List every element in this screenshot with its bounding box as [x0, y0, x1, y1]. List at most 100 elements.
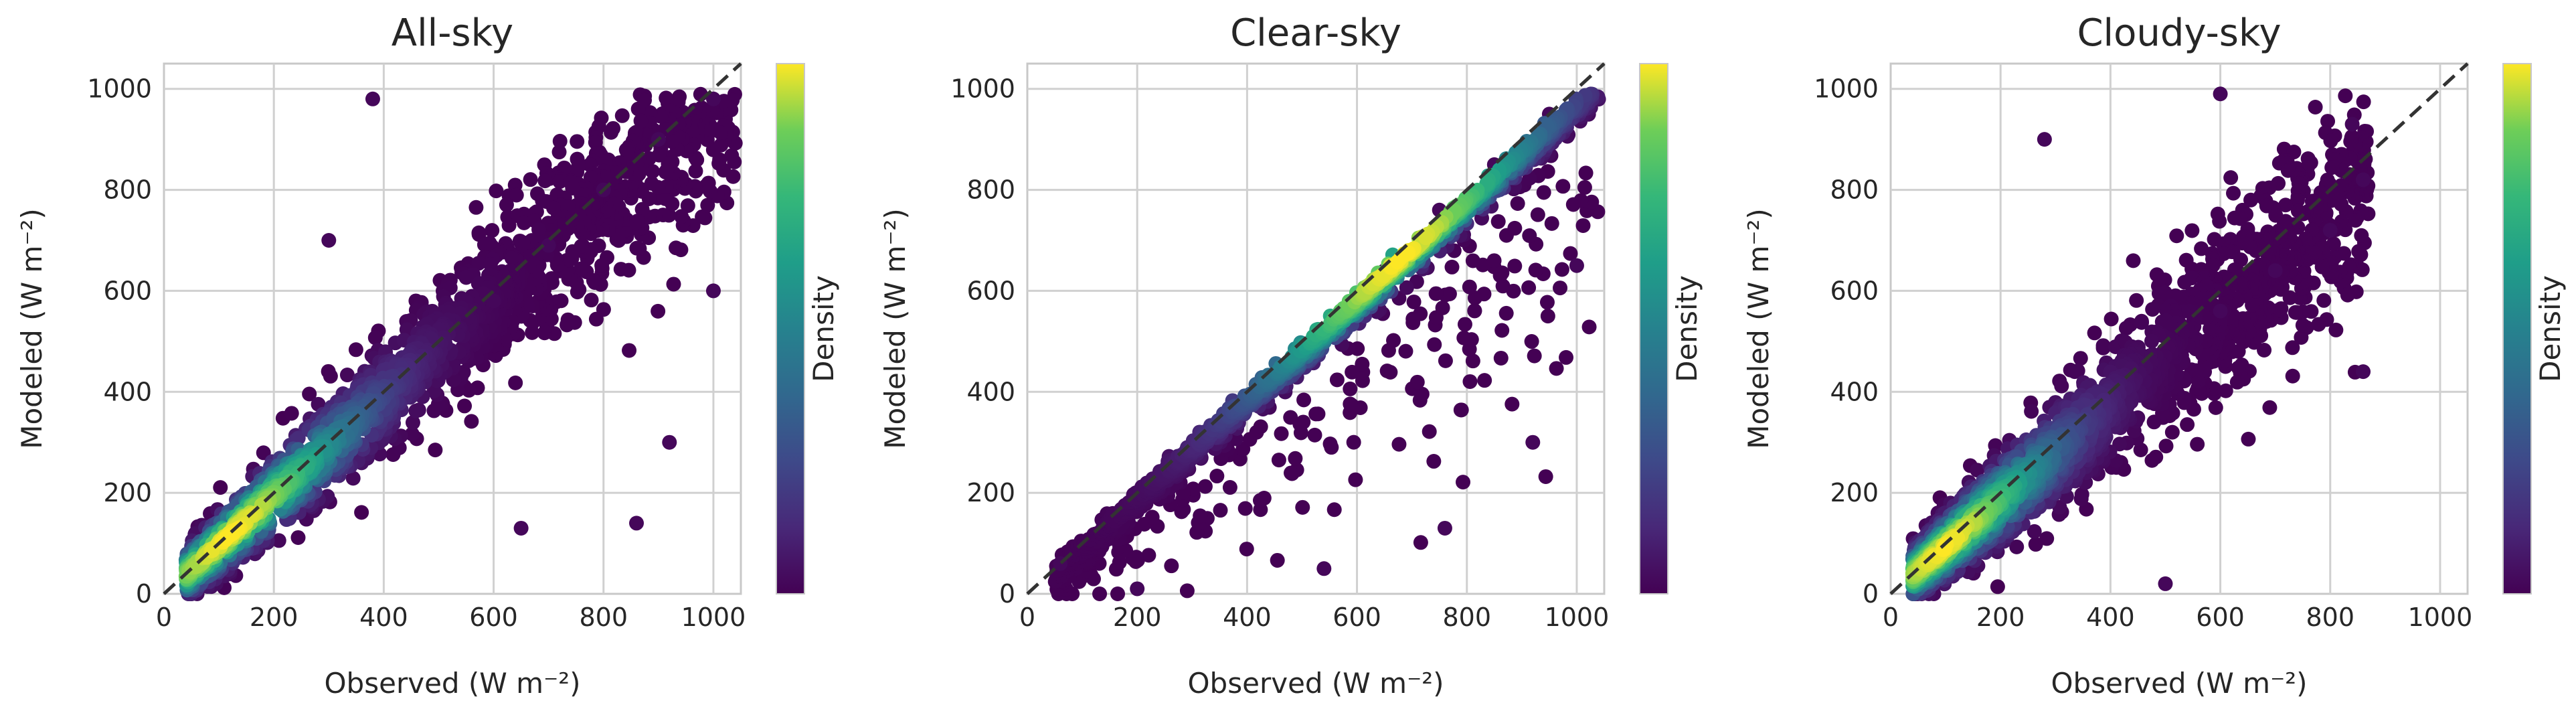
x-tick-label: 800 — [1442, 603, 1491, 632]
data-point — [1462, 279, 1477, 295]
y-tick-label: 1000 — [87, 74, 152, 104]
data-point — [2326, 236, 2341, 252]
data-point — [705, 283, 721, 299]
data-point — [1990, 579, 2005, 595]
data-point — [1467, 291, 1482, 306]
data-point — [323, 368, 338, 384]
data-point — [1438, 353, 1453, 368]
data-point — [666, 276, 681, 292]
data-point — [1284, 465, 1299, 481]
data-point — [2356, 364, 2371, 380]
y-tick-label: 0 — [136, 579, 152, 609]
data-point — [486, 293, 501, 309]
x-tick-label: 200 — [250, 603, 298, 632]
y-tick-label: 0 — [1863, 579, 1879, 609]
y-tick-label: 400 — [1830, 377, 1879, 406]
data-point — [457, 398, 473, 414]
data-point — [662, 434, 677, 450]
colorbar-label: Density — [1670, 275, 1703, 382]
data-point — [1453, 402, 1468, 418]
data-point — [1477, 373, 1492, 388]
data-point — [1581, 319, 1597, 335]
data-point — [2158, 439, 2174, 454]
data-point — [1456, 475, 1471, 490]
data-point — [1493, 350, 1509, 366]
data-point — [1437, 520, 1452, 536]
plot-area — [1889, 62, 2469, 595]
data-point — [2024, 404, 2039, 419]
data-point — [1307, 427, 1322, 443]
data-point — [1462, 374, 1478, 389]
data-point — [2328, 322, 2344, 337]
y-tick-label: 800 — [966, 175, 1015, 205]
data-point — [2009, 539, 2025, 554]
data-point — [1522, 228, 1537, 244]
data-point — [633, 113, 649, 129]
data-point — [2169, 228, 2184, 244]
x-tick-label: 400 — [359, 603, 408, 632]
data-point — [1553, 281, 1568, 296]
data-point — [2164, 424, 2180, 440]
data-point — [290, 530, 306, 545]
data-point — [1130, 581, 1145, 597]
data-point — [2290, 193, 2305, 208]
data-point — [1413, 535, 1428, 550]
data-point — [339, 368, 355, 383]
data-point — [1422, 424, 1437, 439]
data-point — [2145, 302, 2160, 317]
x-tick-label: 1000 — [681, 603, 746, 632]
data-point — [2054, 378, 2069, 394]
data-point — [458, 270, 474, 285]
data-point — [2070, 363, 2085, 378]
data-point — [1578, 165, 1594, 181]
data-point — [2324, 160, 2340, 175]
data-point — [2259, 198, 2274, 214]
data-point — [1197, 479, 1213, 494]
y-tick-label: 600 — [966, 276, 1015, 305]
data-point — [517, 215, 532, 230]
data-point — [2218, 383, 2233, 398]
data-point — [2354, 228, 2369, 243]
data-point — [2316, 293, 2332, 308]
x-tick-label: 800 — [2306, 603, 2354, 632]
data-point — [2180, 417, 2195, 432]
data-point — [645, 164, 661, 179]
data-point — [471, 256, 487, 271]
x-tick-label: 600 — [469, 603, 518, 632]
data-point — [1498, 228, 1514, 243]
data-point — [1565, 197, 1581, 212]
data-point — [2074, 487, 2089, 502]
data-point — [504, 250, 519, 266]
data-point — [284, 406, 299, 421]
data-point — [2323, 133, 2338, 149]
y-tick-label: 200 — [1830, 478, 1879, 507]
data-point — [513, 520, 529, 536]
data-point — [2027, 524, 2042, 539]
data-point — [1521, 280, 1537, 295]
data-point — [2213, 303, 2228, 319]
data-point — [509, 187, 524, 203]
data-point — [2144, 333, 2159, 349]
data-point — [405, 415, 420, 430]
data-point — [1389, 254, 1405, 270]
data-point — [2212, 214, 2227, 229]
one-to-one-line — [1026, 62, 1606, 595]
x-ticks: 0 200 400 600 800 1000 — [1883, 603, 2472, 632]
colorbar — [2503, 64, 2531, 594]
data-point — [659, 122, 674, 137]
data-point — [700, 198, 715, 213]
colorbar — [776, 64, 804, 594]
data-point — [1528, 262, 1543, 278]
data-point — [489, 183, 504, 199]
data-point — [2351, 244, 2367, 259]
data-point — [531, 222, 547, 237]
data-point — [1435, 300, 1450, 315]
colorbar — [1640, 64, 1668, 594]
data-point — [428, 443, 443, 458]
data-point — [1457, 317, 1472, 332]
data-point — [1329, 372, 1345, 388]
data-point — [594, 258, 610, 273]
